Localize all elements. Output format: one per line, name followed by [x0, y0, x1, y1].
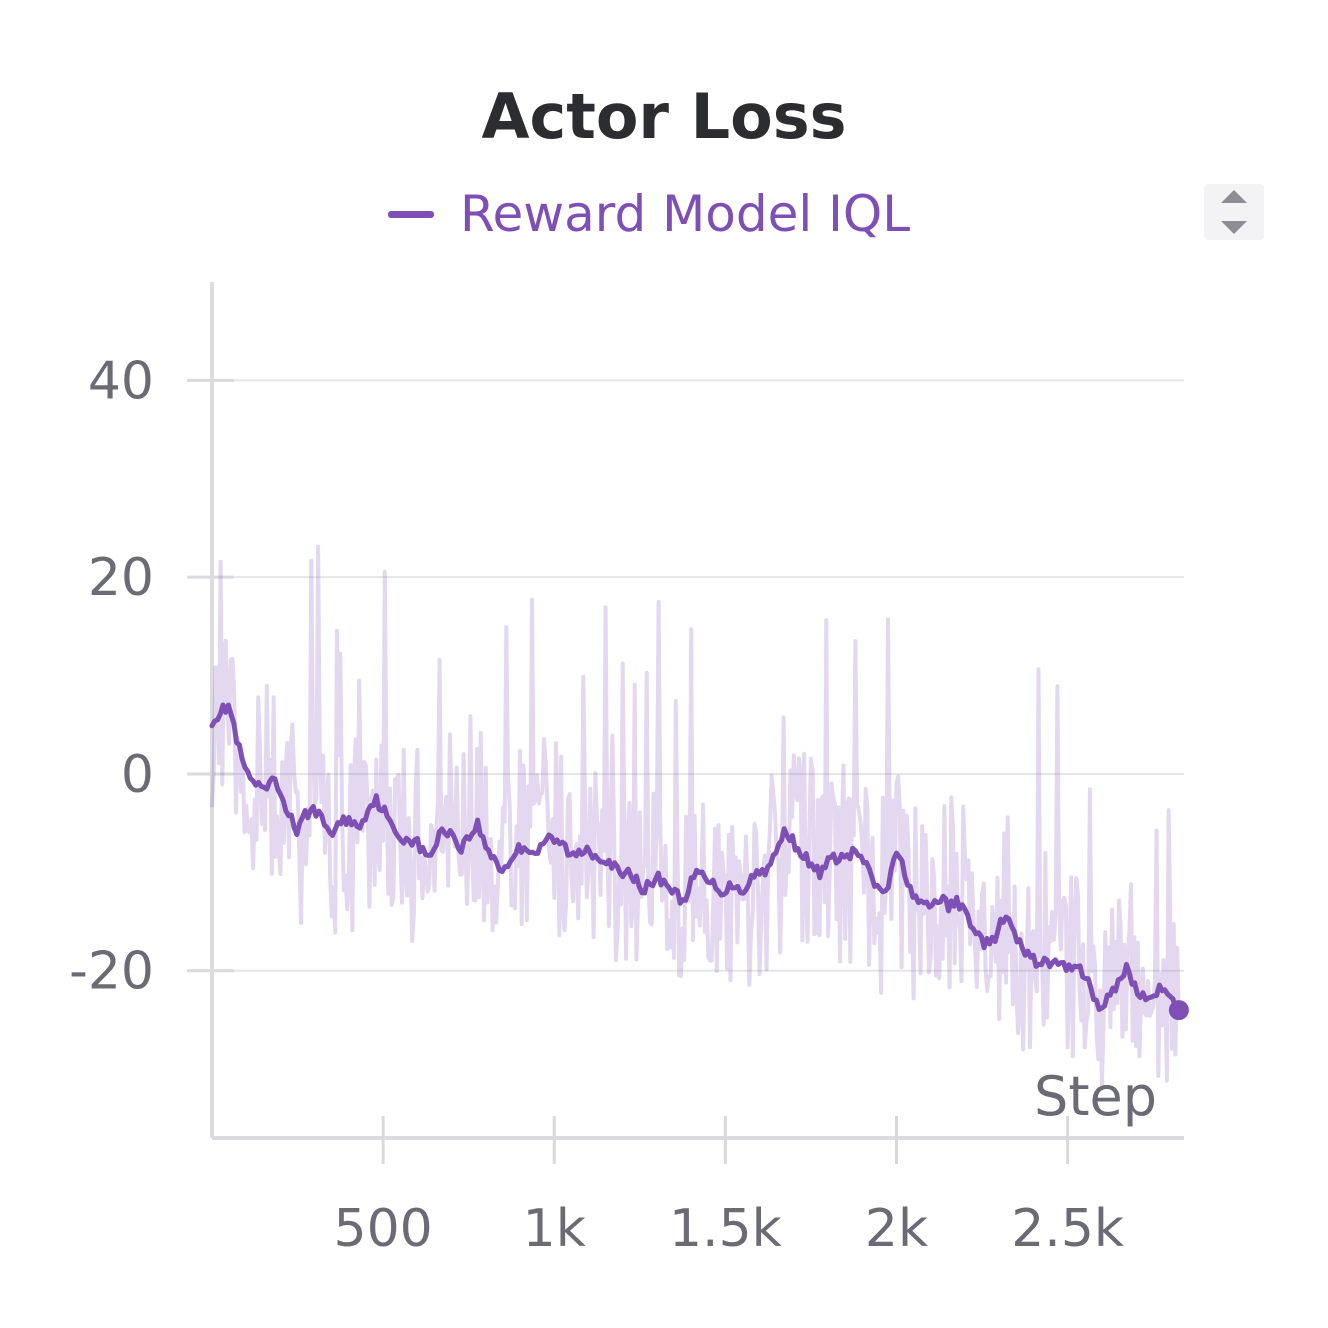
x-axis-title: Step: [1034, 1065, 1157, 1128]
sort-up-down-icon[interactable]: [1204, 184, 1264, 240]
chart-title: Actor Loss: [481, 80, 847, 153]
x-tick-label: 500: [333, 1199, 432, 1259]
gridlines: [212, 379, 1184, 972]
legend-swatch: [388, 210, 434, 218]
smoothed-series: [209, 702, 1189, 1021]
y-tick-label: -20: [69, 942, 154, 1002]
y-tick-label: 20: [88, 548, 154, 608]
raw-series-noise: [210, 544, 1181, 1087]
legend[interactable]: Reward Model IQL: [388, 184, 910, 244]
series-line-reward-model-iql: [209, 702, 1182, 1013]
raw-series-trace: [210, 544, 1181, 1087]
x-tick-label: 2.5k: [1011, 1199, 1124, 1259]
y-tick-label: 40: [88, 351, 154, 411]
series-endpoint-marker: [1168, 1000, 1189, 1021]
x-tick-label: 2k: [865, 1199, 928, 1259]
y-tick-label: 0: [121, 745, 154, 805]
x-tick-label: 1.5k: [669, 1199, 782, 1259]
legend-label: Reward Model IQL: [460, 185, 911, 243]
x-tick-label: 1k: [523, 1199, 586, 1259]
tick-labels: 40 20 0 -20 500 1k 1.5k 2k 2.5k: [69, 351, 1124, 1259]
axes: [187, 282, 1184, 1164]
